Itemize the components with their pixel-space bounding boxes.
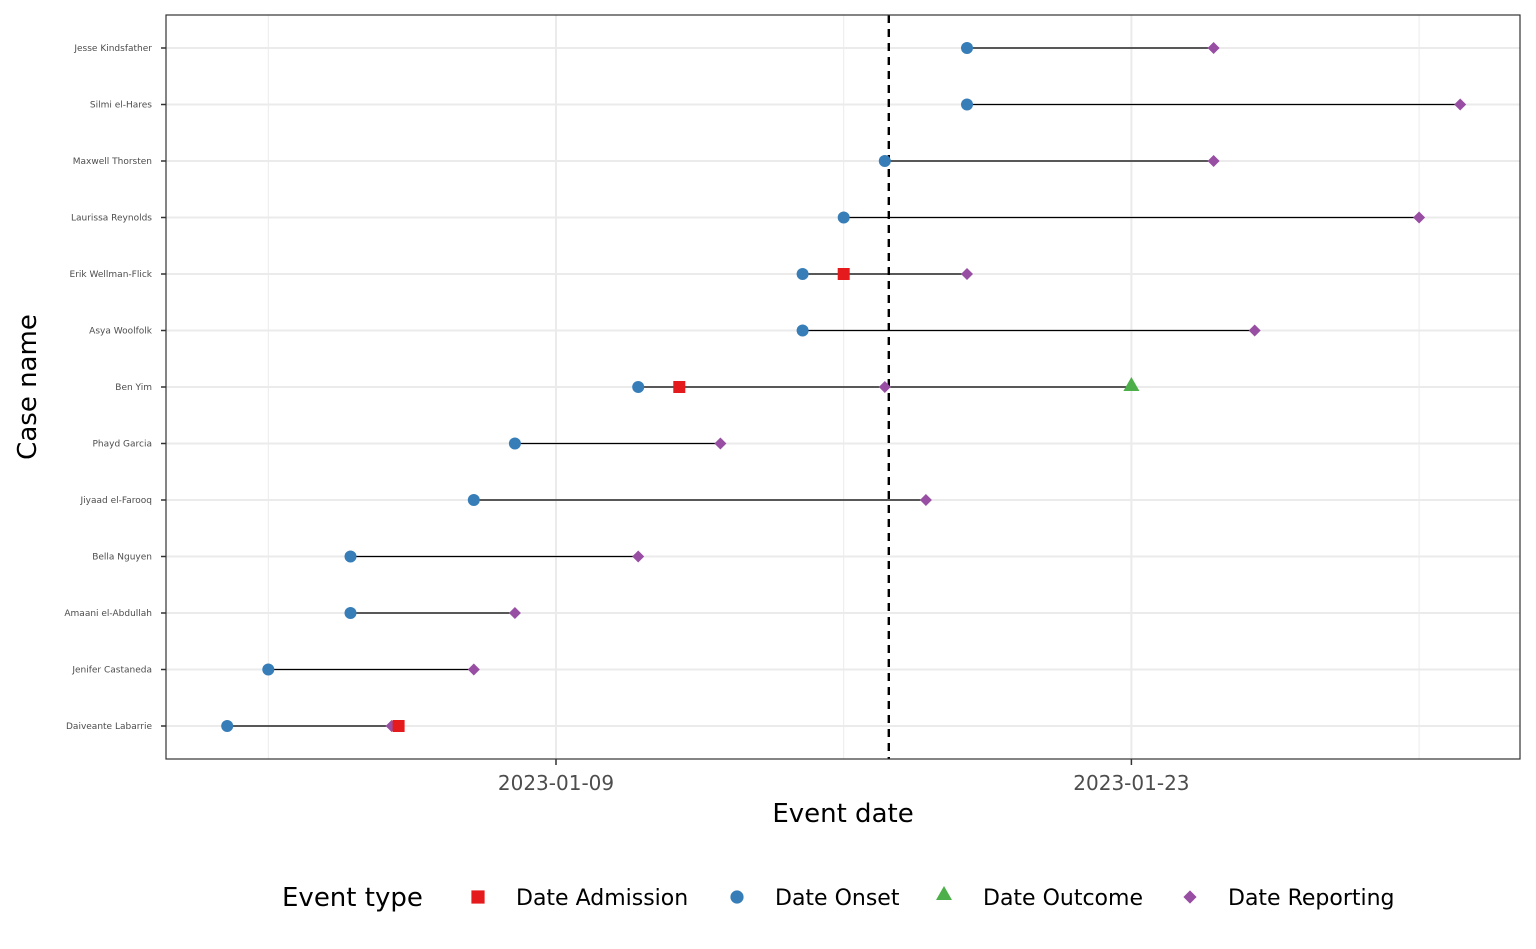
onset-point	[961, 42, 973, 54]
onset-point	[961, 98, 973, 111]
onset-point	[344, 550, 357, 563]
y-tick-label: Erik Wellman-Flick	[70, 270, 153, 280]
legend-title: Event type	[282, 883, 423, 913]
y-tick-label: Jesse Kindsfather	[73, 44, 152, 54]
y-tick-label: Phayd Garcia	[92, 440, 152, 450]
admission-point	[673, 381, 686, 393]
legend-label-admission: Date Admission	[516, 886, 688, 911]
y-tick-label: Jenifer Castaneda	[71, 666, 152, 676]
outcome-point	[1123, 377, 1140, 391]
legend-label-outcome: Date Outcome	[983, 886, 1143, 911]
reporting-point	[919, 494, 932, 506]
legend-key-outcome	[936, 886, 952, 900]
reporting-point	[508, 607, 521, 619]
onset-point	[221, 720, 234, 732]
x-axis-ticks	[555, 759, 1133, 765]
y-axis-labels: Jesse Kindsfather Silmi el-Hares Maxwell T…	[64, 44, 152, 732]
reporting-point	[1207, 42, 1220, 54]
reporting-point	[632, 550, 645, 563]
reporting-point	[1454, 98, 1467, 111]
onset-point	[467, 494, 480, 506]
reporting-point	[961, 268, 973, 280]
y-axis-ticks	[161, 47, 166, 727]
y-tick-label: Ben Yim	[115, 383, 152, 393]
legend-key-onset	[730, 890, 744, 904]
onset-point	[262, 663, 275, 676]
y-tick-label: Asya Woolfolk	[89, 327, 153, 337]
legend-label-reporting: Date Reporting	[1228, 886, 1395, 911]
x-tick-label: 2023-01-23	[1073, 771, 1189, 795]
onset-point	[878, 155, 891, 167]
legend-key-reporting	[1183, 890, 1197, 904]
y-tick-label: Silmi el-Hares	[90, 101, 152, 111]
x-tick-label: 2023-01-09	[498, 771, 614, 795]
reporting-point	[1248, 324, 1261, 337]
onset-point	[632, 381, 645, 393]
y-tick-label: Daiveante Labarrie	[66, 722, 152, 732]
onset-point	[796, 268, 809, 280]
reporting-point	[467, 663, 480, 676]
reporting-point	[1207, 155, 1220, 167]
admission-point	[837, 268, 850, 280]
x-axis-labels: 2023-01-09 2023-01-23	[498, 771, 1190, 795]
y-tick-label: Amaani el-Abdullah	[64, 609, 152, 619]
reporting-point	[878, 381, 891, 393]
onset-point	[796, 324, 809, 337]
onset-point	[837, 211, 850, 224]
y-axis-title: Case name	[13, 314, 43, 460]
x-axis-title: Event date	[772, 799, 913, 829]
y-tick-label: Jiyaad el-Farooq	[80, 496, 152, 506]
legend-label-onset: Date Onset	[775, 886, 900, 911]
onset-point	[344, 607, 357, 619]
y-tick-label: Maxwell Thorsten	[73, 157, 152, 167]
event-points	[221, 42, 1467, 732]
y-tick-label: Laurissa Reynolds	[71, 214, 152, 224]
reporting-point	[714, 437, 727, 450]
admission-point	[392, 720, 405, 732]
onset-point	[508, 437, 521, 450]
y-tick-label: Bella Nguyen	[92, 553, 152, 563]
reporting-point	[1413, 211, 1426, 224]
legend: Event type Date Admission Date Onset Date …	[282, 883, 1395, 913]
legend-key-admission	[471, 890, 485, 904]
